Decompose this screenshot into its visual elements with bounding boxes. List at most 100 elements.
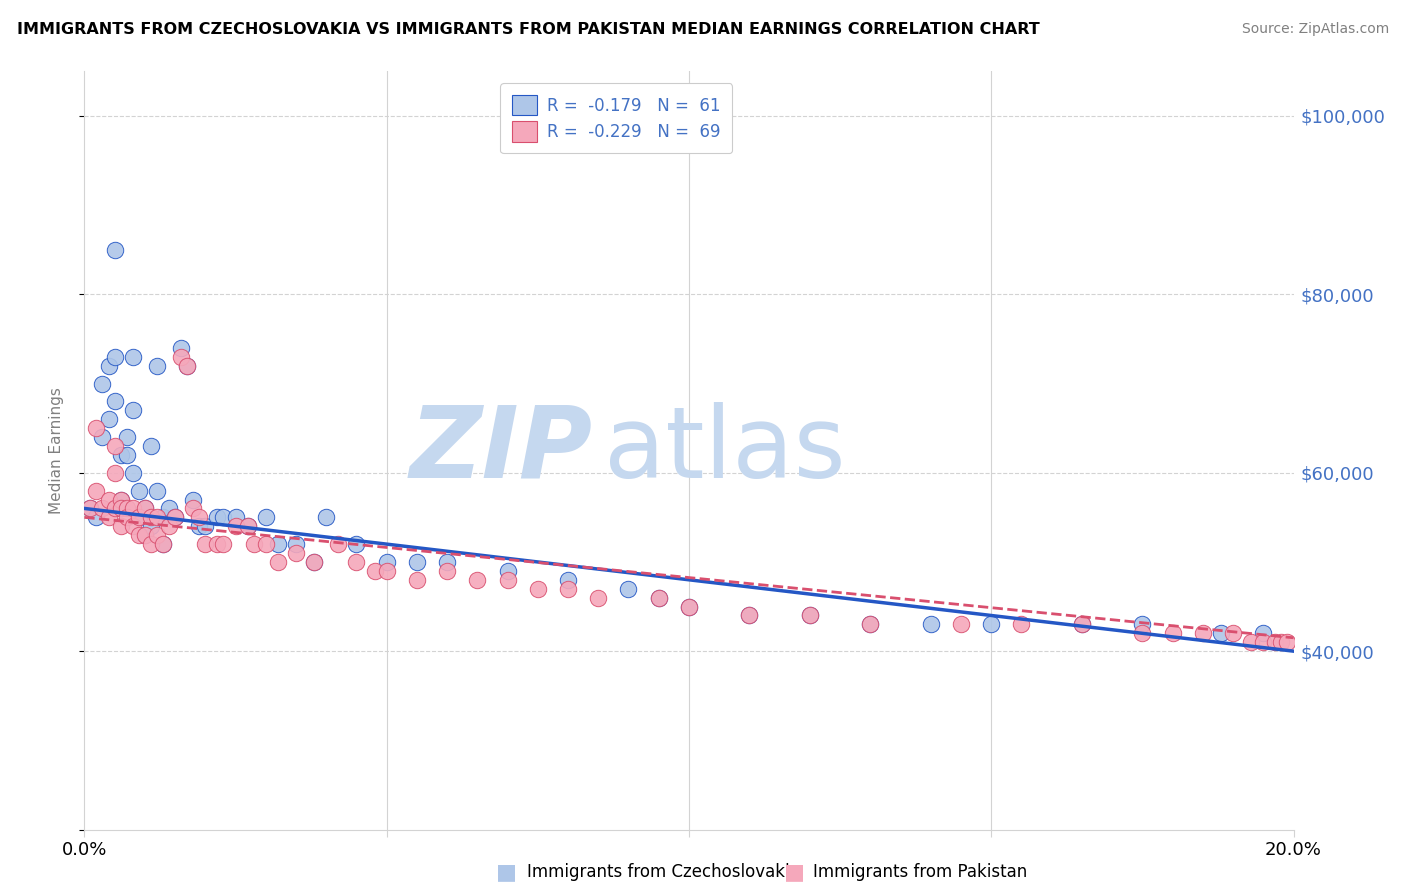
Point — [254, 510, 277, 524]
Text: Source: ZipAtlas.com: Source: ZipAtlas.com — [1241, 22, 1389, 37]
Point — [980, 617, 1002, 632]
Point — [110, 448, 132, 462]
Point — [104, 439, 127, 453]
Point — [115, 448, 138, 462]
Point — [1277, 635, 1299, 649]
Point — [165, 510, 187, 524]
Point — [1253, 635, 1275, 649]
Point — [436, 555, 458, 569]
Point — [91, 501, 114, 516]
Point — [346, 555, 368, 569]
Point — [152, 537, 174, 551]
Point — [406, 555, 429, 569]
Text: atlas: atlas — [605, 402, 846, 499]
Point — [738, 608, 761, 623]
Point — [139, 510, 162, 524]
Point — [128, 510, 150, 524]
Point — [436, 564, 458, 578]
Point — [104, 350, 127, 364]
Point — [170, 350, 193, 364]
Point — [799, 608, 821, 623]
Point — [467, 573, 489, 587]
Point — [194, 537, 217, 551]
Point — [134, 501, 156, 516]
Point — [588, 591, 610, 605]
Point — [363, 564, 385, 578]
Point — [225, 510, 247, 524]
Point — [1192, 626, 1215, 640]
Text: Immigrants from Czechoslovakia: Immigrants from Czechoslovakia — [527, 863, 800, 881]
Point — [91, 430, 114, 444]
Point — [1130, 617, 1153, 632]
Text: Immigrants from Pakistan: Immigrants from Pakistan — [813, 863, 1026, 881]
Point — [165, 510, 187, 524]
Point — [110, 501, 132, 516]
Point — [134, 528, 156, 542]
Point — [859, 617, 882, 632]
Point — [146, 528, 169, 542]
Point — [146, 483, 169, 498]
Point — [406, 573, 429, 587]
Point — [115, 510, 138, 524]
Text: ZIP: ZIP — [409, 402, 592, 499]
Point — [678, 599, 700, 614]
Point — [146, 359, 169, 373]
Point — [267, 537, 290, 551]
Point — [121, 466, 143, 480]
Point — [557, 573, 579, 587]
Point — [146, 510, 169, 524]
Point — [128, 510, 150, 524]
Point — [86, 483, 108, 498]
Point — [950, 617, 973, 632]
Point — [1270, 635, 1292, 649]
Point — [285, 537, 308, 551]
Point — [678, 599, 700, 614]
Point — [617, 582, 640, 596]
Point — [1011, 617, 1033, 632]
Point — [375, 564, 398, 578]
Point — [328, 537, 350, 551]
Point — [1222, 626, 1244, 640]
Point — [97, 492, 120, 507]
Point — [1071, 617, 1094, 632]
Point — [188, 519, 211, 533]
Point — [110, 501, 132, 516]
Point — [207, 537, 229, 551]
Point — [1209, 626, 1232, 640]
Text: ■: ■ — [496, 863, 516, 882]
Point — [1253, 626, 1275, 640]
Text: IMMIGRANTS FROM CZECHOSLOVAKIA VS IMMIGRANTS FROM PAKISTAN MEDIAN EARNINGS CORRE: IMMIGRANTS FROM CZECHOSLOVAKIA VS IMMIGR… — [17, 22, 1039, 37]
Point — [738, 608, 761, 623]
Point — [181, 501, 204, 516]
Point — [139, 537, 162, 551]
Point — [254, 537, 277, 551]
Point — [236, 519, 259, 533]
Point — [225, 519, 247, 533]
Point — [859, 617, 882, 632]
Point — [648, 591, 671, 605]
Point — [302, 555, 325, 569]
Point — [134, 528, 156, 542]
Point — [79, 501, 101, 516]
Point — [86, 421, 108, 435]
Point — [176, 359, 198, 373]
Point — [110, 492, 132, 507]
Point — [157, 501, 180, 516]
Point — [267, 555, 290, 569]
Point — [346, 537, 368, 551]
Point — [97, 412, 120, 426]
Point — [181, 492, 204, 507]
Legend: R =  -0.179   N =  61, R =  -0.229   N =  69: R = -0.179 N = 61, R = -0.229 N = 69 — [501, 84, 733, 153]
Point — [97, 359, 120, 373]
Point — [188, 510, 211, 524]
Point — [104, 394, 127, 409]
Point — [1071, 617, 1094, 632]
Point — [496, 573, 519, 587]
Point — [152, 510, 174, 524]
Point — [157, 519, 180, 533]
Point — [920, 617, 942, 632]
Point — [170, 341, 193, 355]
Point — [194, 519, 217, 533]
Point — [86, 510, 108, 524]
Point — [91, 376, 114, 391]
